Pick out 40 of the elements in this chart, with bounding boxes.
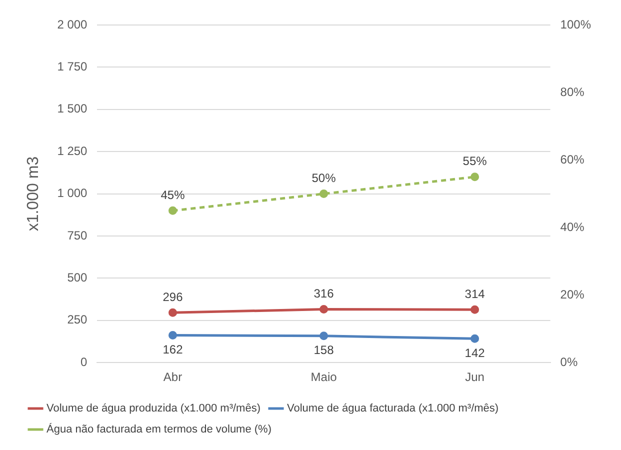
data-label: 55% (462, 154, 488, 168)
y2-tick-label: 60% (560, 152, 585, 166)
y-tick-label: 250 (67, 312, 88, 327)
point (168, 308, 177, 317)
point (168, 206, 177, 215)
y-axis-title: x1.000 m3 (25, 156, 42, 232)
y-tick-label: 1 250 (57, 144, 88, 158)
point (168, 331, 177, 340)
y2-tick-label: 100% (560, 17, 592, 32)
y-tick-label: 2 000 (57, 17, 88, 32)
point (470, 305, 480, 314)
point (320, 305, 328, 314)
y2-tick-label: 0% (560, 354, 578, 369)
x-tick-label: Jun (465, 370, 484, 384)
point (320, 190, 328, 198)
data-label: 162 (162, 342, 184, 357)
y-tick-label: 0 (80, 354, 88, 369)
point (320, 332, 328, 340)
y-tick-label: 1 000 (57, 186, 88, 200)
data-label: 296 (162, 290, 184, 304)
y-tick-label: 1 750 (57, 60, 88, 74)
y-tick-label: 750 (67, 228, 88, 242)
data-label: 158 (314, 343, 334, 358)
legend-label: Volume de água produzida (x1.000 m³/mês) (46, 402, 261, 415)
data-label: 50% (312, 171, 336, 186)
data-label: 316 (314, 286, 334, 301)
data-label: 142 (464, 346, 486, 360)
x-tick-label: Maio (310, 370, 338, 384)
y-tick-label: 500 (67, 270, 88, 285)
y2-tick-label: 40% (560, 220, 585, 234)
legend-label: Água não facturada em termos de volume (%) (46, 422, 272, 436)
point (470, 334, 480, 343)
y-tick-label: 1 500 (57, 102, 88, 116)
x-tick-label: Abr (163, 370, 182, 384)
y2-tick-label: 80% (560, 84, 585, 99)
data-label: 45% (160, 188, 186, 202)
legend-label: Volume de água facturada (x1.000 m³/mês) (287, 402, 499, 415)
point (470, 172, 480, 182)
data-label: 314 (464, 286, 486, 301)
y2-tick-label: 20% (560, 287, 585, 302)
